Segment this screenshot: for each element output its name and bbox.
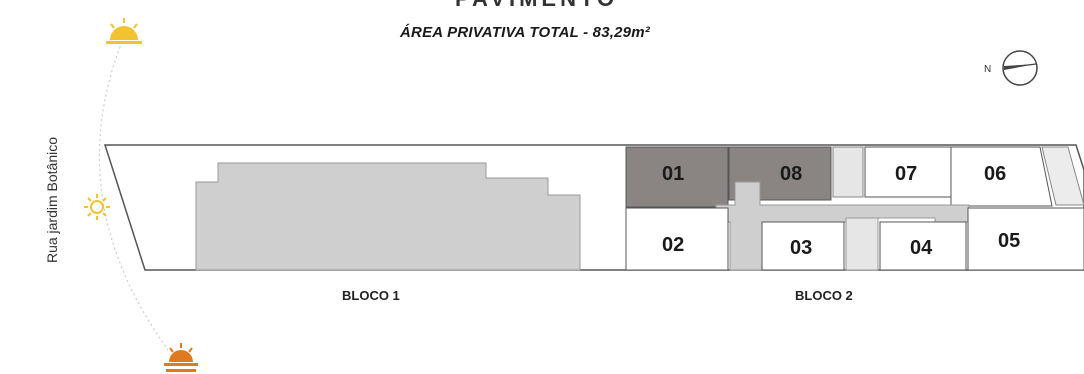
unit-label-03: 03 [790,237,812,259]
sunset-icon [164,343,198,372]
compass-icon [1002,50,1038,86]
edge-strip [1041,146,1084,206]
bloco-1-label: BLOCO 1 [342,288,400,303]
unit-04 [879,221,967,271]
unit-label-06: 06 [984,163,1006,185]
sun-icon [84,194,110,220]
unit-label-02: 02 [662,234,684,256]
unit-label-05: 05 [998,230,1020,252]
unit-02 [625,207,729,271]
sunrise-icon [106,18,142,44]
unit-label-08: 08 [780,163,802,185]
unit-03 [761,221,845,271]
unit-label-01: 01 [662,163,684,185]
bloco-1-footprint [195,162,581,271]
unit-06 [950,146,1053,207]
bloco-2-label: BLOCO 2 [795,288,853,303]
unit-05 [967,207,1084,271]
unit-gap [845,217,879,271]
unit-separator [832,146,864,198]
unit-label-07: 07 [895,163,917,185]
compass-north-label: N [984,64,991,75]
total-area-subtitle: ÁREA PRIVATIVA TOTAL - 83,29m² [400,24,650,41]
unit-07 [864,146,952,198]
unit-label-04: 04 [910,237,933,259]
page-title-partial: PAVIMENTO [455,0,618,12]
unit-01 [625,146,729,208]
